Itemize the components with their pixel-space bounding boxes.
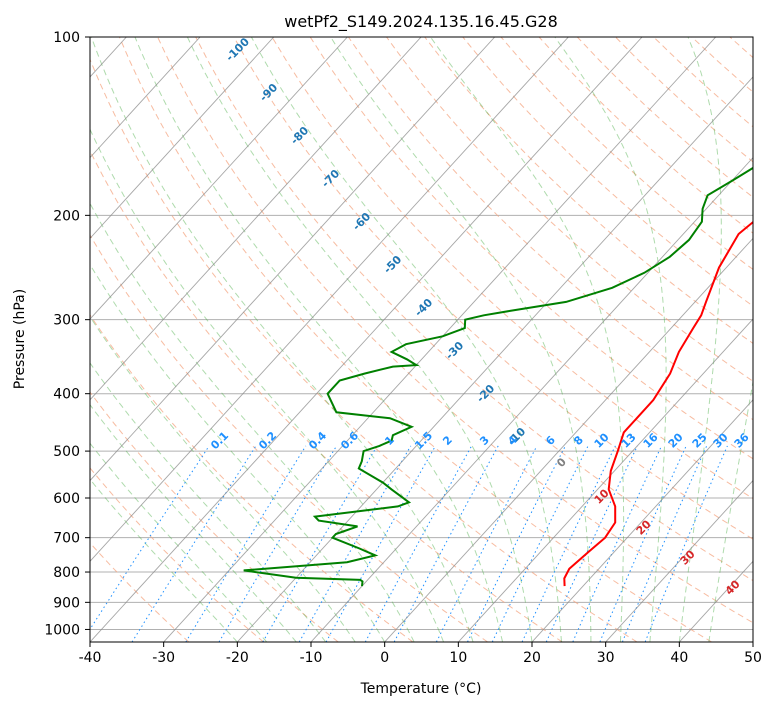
pressure-gridlines xyxy=(90,37,753,630)
isotherm-line xyxy=(90,37,201,159)
isotherm-line xyxy=(531,399,753,642)
moist-adiabat-line xyxy=(554,37,667,642)
mixing-ratio-line xyxy=(364,445,473,642)
dry-adiabat-line xyxy=(309,37,753,460)
x-tick-label: 0 xyxy=(380,650,389,666)
isotherm-line xyxy=(384,237,753,642)
dry-adiabat-line xyxy=(90,542,190,642)
mixing-ratio-line xyxy=(599,445,687,642)
dry-adiabat-line xyxy=(90,234,488,642)
x-tick-label: 30 xyxy=(597,650,615,666)
moist-adiabat-line xyxy=(90,403,297,642)
x-tick-label: -40 xyxy=(79,650,102,666)
isotherm-line xyxy=(90,37,643,642)
chart-title: wetPf2_S149.2024.135.16.45.G28 xyxy=(284,12,558,32)
x-tick-label: 10 xyxy=(449,650,467,666)
mixing-ratio-line xyxy=(131,445,257,642)
mixing-ratio-line xyxy=(218,445,338,642)
moist-adiabats xyxy=(90,37,753,642)
y-tick-label: 600 xyxy=(53,491,80,507)
moist-adiabat-line xyxy=(90,362,327,642)
isotherm-line xyxy=(163,37,717,642)
x-tick-label: 50 xyxy=(744,650,762,666)
isotherm-line xyxy=(90,37,422,401)
y-tick-label: 1000 xyxy=(44,622,80,638)
moist-adiabat-line xyxy=(708,379,753,642)
y-tick-label: 400 xyxy=(53,387,80,403)
moist-adiabat-line xyxy=(250,37,562,642)
isotherm-line xyxy=(237,76,753,642)
x-tick-label: -10 xyxy=(300,650,323,666)
moist-adiabat-line xyxy=(90,37,474,642)
isotherm-line xyxy=(310,156,753,642)
dewpoint-profile-line xyxy=(243,166,753,587)
moist-adiabat-line xyxy=(90,128,445,642)
x-tick-label: 40 xyxy=(670,650,688,666)
x-axis-ticks: -40 -30 -20 -10 0 10 20 30 40 50 xyxy=(79,642,762,666)
mixing-ratio-line xyxy=(325,445,436,642)
profile-series xyxy=(243,166,753,587)
moist-adiabat-line xyxy=(90,263,386,642)
y-tick-label: 300 xyxy=(53,313,80,329)
dry-adiabat-line xyxy=(90,58,638,642)
x-tick-label: -30 xyxy=(152,650,175,666)
dry-adiabat-line xyxy=(157,37,753,624)
y-axis-title: Pressure (hPa) xyxy=(12,289,28,389)
dry-adiabat-line xyxy=(271,37,753,500)
moist-adiabat-line xyxy=(330,37,592,642)
mixing-ratio-line xyxy=(298,445,412,642)
moist-adiabat-line xyxy=(430,37,625,642)
moist-adiabat-line xyxy=(134,37,503,642)
plot-area: -100-90-80-70-60-50-40-30-20-100.1 0.2 0.4… xyxy=(90,37,753,642)
temperature-profile-line xyxy=(563,220,753,587)
y-axis-ticks: 100 200 300 400 500 600 700 800 900 1000 xyxy=(44,30,90,638)
y-tick-label: 800 xyxy=(53,565,80,581)
moist-adiabat-line xyxy=(186,37,533,642)
isotherm-line xyxy=(458,318,753,642)
y-tick-label: 500 xyxy=(53,444,80,460)
moist-adiabat-line xyxy=(678,37,722,642)
dry-adiabat-line xyxy=(90,467,264,642)
dry-adiabat-line xyxy=(90,149,563,642)
x-axis-title: Temperature (°C) xyxy=(360,681,482,697)
y-tick-label: 200 xyxy=(53,208,80,224)
mixing-ratio-line xyxy=(644,445,728,642)
x-tick-label: -20 xyxy=(226,650,249,666)
moist-adiabat-line xyxy=(90,315,356,642)
skewed-isotherms xyxy=(90,37,753,642)
dry-adiabat-line xyxy=(386,37,753,382)
plot-frame xyxy=(89,36,754,643)
isotherm-line xyxy=(90,37,348,320)
isotherm-line xyxy=(90,37,569,562)
mixing-ratio-line xyxy=(90,445,210,631)
mixing-ratio-line xyxy=(521,445,616,642)
isotherm-line xyxy=(605,479,753,642)
mixing-ratio-line xyxy=(621,445,708,642)
mixing-ratio-line xyxy=(262,445,378,642)
dry-adiabat-line xyxy=(347,37,753,421)
y-tick-label: 700 xyxy=(53,531,80,547)
dry-adiabat-line xyxy=(118,37,712,642)
mixing-ratio-line xyxy=(185,445,307,642)
x-tick-label: 20 xyxy=(523,650,541,666)
isotherm-line xyxy=(90,37,275,240)
isotherm-line xyxy=(90,37,496,482)
y-tick-label: 100 xyxy=(53,30,80,46)
y-tick-label: 900 xyxy=(53,595,80,611)
